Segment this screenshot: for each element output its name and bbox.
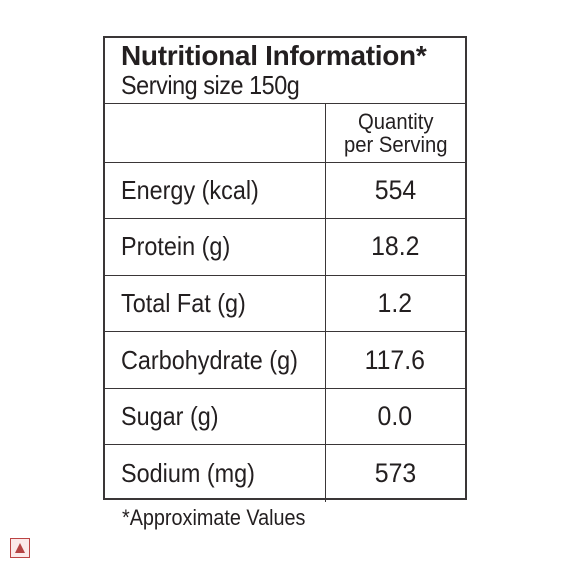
table-row: Energy (kcal) 554 <box>105 161 465 219</box>
nutrient-name-cell: Sugar (g) <box>105 387 326 445</box>
nutrient-value-cell: 117.6 <box>325 331 465 389</box>
nutrient-name: Carbohydrate (g) <box>121 344 298 375</box>
nutrient-value-cell: 0.0 <box>325 387 465 445</box>
table-header-row: Quantity per Serving <box>105 104 465 162</box>
triangle-up-icon <box>15 543 25 553</box>
expand-up-icon[interactable] <box>10 538 30 558</box>
quantity-header-line1: Quantity <box>357 108 433 134</box>
label-header: Nutritional Information* Serving size 15… <box>105 38 465 104</box>
nutrient-value: 18.2 <box>371 231 420 262</box>
nutrient-value: 554 <box>374 174 416 205</box>
nutrient-value-cell: 1.2 <box>325 274 465 332</box>
nutrient-name: Energy (kcal) <box>121 174 259 205</box>
table-row: Total Fat (g) 1.2 <box>105 274 465 332</box>
table-row: Sugar (g) 0.0 <box>105 387 465 445</box>
nutrient-name-cell: Protein (g) <box>105 218 326 276</box>
table-row: Protein (g) 18.2 <box>105 218 465 276</box>
nutrition-table: Quantity per Serving Energy (kcal) 554 P… <box>105 104 465 502</box>
table-row: Carbohydrate (g) 117.6 <box>105 331 465 389</box>
nutrient-name: Total Fat (g) <box>121 287 246 318</box>
nutrient-value: 1.2 <box>377 287 413 318</box>
nutrient-value: 117.6 <box>365 344 426 375</box>
nutrient-name: Protein (g) <box>121 231 231 262</box>
empty-header-cell <box>105 104 326 162</box>
nutrient-name: Sugar (g) <box>121 401 219 432</box>
nutrient-value: 0.0 <box>377 401 413 432</box>
label-title: Nutritional Information* <box>121 40 427 71</box>
nutrient-name-cell: Energy (kcal) <box>105 161 326 219</box>
quantity-header-cell: Quantity per Serving <box>325 104 465 162</box>
nutrient-name-cell: Total Fat (g) <box>105 274 326 332</box>
quantity-header-line2: per Serving <box>343 131 447 157</box>
nutrient-value-cell: 18.2 <box>325 218 465 276</box>
serving-size: Serving size 150g <box>121 70 300 100</box>
nutrient-name-cell: Carbohydrate (g) <box>105 331 326 389</box>
nutrition-label: Nutritional Information* Serving size 15… <box>103 36 467 502</box>
nutrient-name: Sodium (mg) <box>121 458 255 489</box>
nutrient-value-cell: 573 <box>325 444 465 502</box>
nutrient-value-cell: 554 <box>325 161 465 219</box>
footnote: *Approximate Values <box>122 505 306 530</box>
table-row: Sodium (mg) 573 <box>105 444 465 502</box>
nutrient-name-cell: Sodium (mg) <box>105 444 326 502</box>
nutrient-value: 573 <box>374 458 416 489</box>
